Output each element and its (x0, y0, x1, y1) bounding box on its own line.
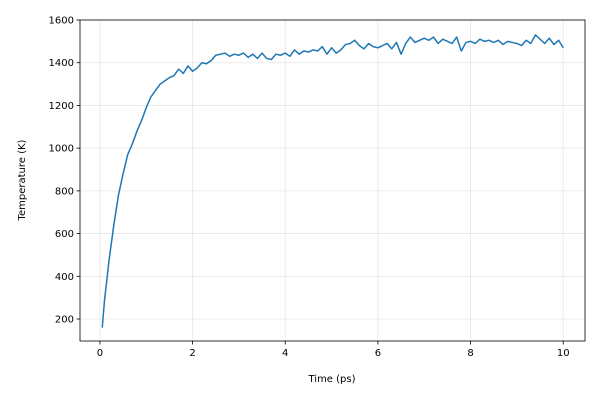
y-tick-label: 200 (55, 315, 74, 326)
y-tick-label: 1000 (49, 144, 74, 155)
x-tick-label: 8 (467, 348, 473, 359)
x-tick-label: 6 (375, 348, 381, 359)
y-axis-label: Temperature (K) (17, 139, 28, 221)
y-tick-label: 1200 (49, 101, 74, 112)
y-tick-label: 600 (55, 229, 74, 240)
x-tick-label: 2 (189, 348, 195, 359)
data-line (101, 34, 564, 328)
y-tick-label: 800 (55, 186, 74, 197)
x-axis-label: Time (ps) (307, 374, 355, 385)
x-tick-label: 0 (97, 348, 103, 359)
x-tick-label: 4 (282, 348, 288, 359)
y-tick-label: 1400 (49, 58, 74, 69)
y-tick-label: 400 (55, 272, 74, 283)
x-tick-label: 10 (557, 348, 570, 359)
y-tick-label: 1600 (49, 16, 74, 27)
plot-frame (79, 19, 586, 342)
